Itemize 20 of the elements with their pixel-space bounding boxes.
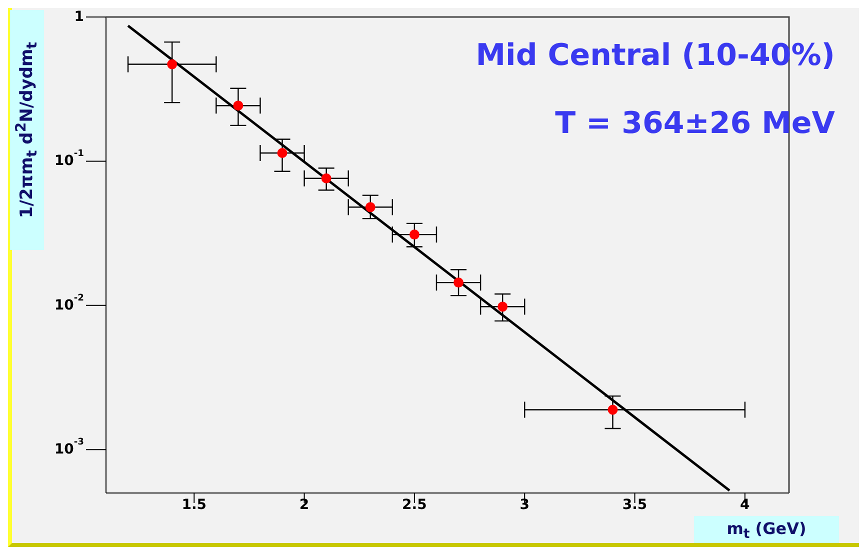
point — [277, 148, 288, 158]
point — [608, 404, 618, 415]
y-tick-label: 10$^{-1}$ — [54, 149, 84, 170]
x-tick-label: 4 — [740, 497, 750, 513]
point — [409, 230, 420, 240]
y-tick-label: 10$^{-3}$ — [54, 438, 84, 458]
x-tick-label: 2.5 — [402, 497, 427, 513]
x-tick-label: 2 — [299, 497, 310, 513]
x-tick-label: 3 — [520, 497, 530, 513]
point — [167, 59, 178, 70]
x-axis-title: m$_{t}$ (GeV) — [694, 516, 839, 543]
point — [321, 173, 332, 184]
point — [233, 100, 244, 111]
point — [365, 202, 376, 212]
x-tick-label: 1.5 — [182, 497, 207, 513]
y-tick-label: 1 — [74, 9, 84, 25]
point — [454, 278, 464, 288]
y-tick-label: 10$^{-2}$ — [54, 293, 84, 314]
x-tick-label: 3.5 — [622, 497, 648, 513]
point — [498, 302, 508, 312]
